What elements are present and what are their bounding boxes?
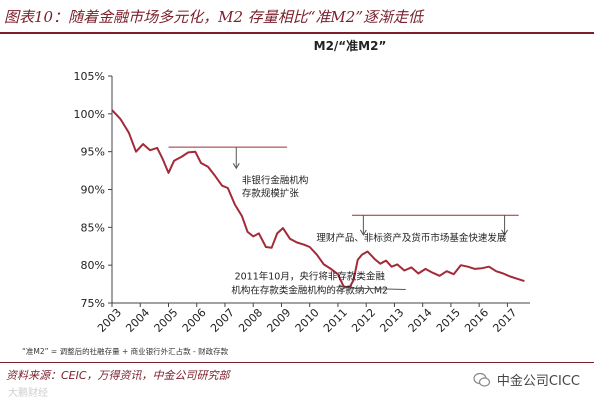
watermark-right: 中金公司CICC (473, 370, 580, 389)
x-tick-label: 2014 (406, 306, 435, 335)
watermark-left: 大鹏财经 (8, 388, 48, 399)
x-tick-label: 2007 (208, 306, 237, 335)
source-line: 资料来源：CEIC，万得资讯，中金公司研究部 (6, 369, 230, 382)
x-tick-label: 2015 (434, 306, 463, 335)
header-rule (0, 32, 594, 34)
x-tick-label: 2008 (236, 306, 265, 335)
annotation-nonbank-1: 非银行金融机构 (242, 174, 309, 186)
x-tick-label: 2017 (490, 306, 519, 335)
annotation-2011-1: 2011年10月，央行将非存款类金融 (235, 271, 386, 283)
x-tick-label: 2005 (152, 306, 181, 335)
y-tick-label: 105% (74, 70, 105, 83)
x-tick-label: 2016 (462, 306, 491, 335)
series-line (111, 109, 525, 289)
wechat-icon (473, 372, 491, 387)
x-tick-label: 2013 (377, 306, 406, 335)
annotation-wealth-products: 理财产品、非标资产及货币市场基金快速发展 (316, 232, 507, 244)
y-tick-label: 80% (81, 259, 105, 272)
footnote: “准M2” = 调整后的社融存量 + 商业银行外汇占款 - 财政存款 (22, 347, 229, 356)
x-tick-label: 2011 (321, 306, 350, 335)
x-tick-label: 2004 (123, 306, 152, 335)
figure-header: 图表10：随着金融市场多元化，M2 存量相比“准M2”逐渐走低 (0, 0, 594, 34)
y-tick-label: 90% (81, 184, 105, 197)
arrow-head (359, 229, 367, 236)
chart-series (111, 109, 525, 289)
y-tick-label: 100% (74, 108, 105, 121)
chart-title: M2/“准M2” (314, 38, 387, 53)
x-tick-label: 2003 (95, 306, 124, 335)
chart-area: M2/“准M2” 75% 80% 85% 90% 95% 100% 105% 2003 2004… (0, 36, 594, 346)
watermark-right-label: 中金公司CICC (496, 374, 580, 389)
figure-title: 图表10：随着金融市场多元化，M2 存量相比“准M2”逐渐走低 (4, 8, 423, 26)
arrow-head (338, 284, 346, 292)
arrow-head (232, 163, 240, 170)
line-chart: M2/“准M2” 75% 80% 85% 90% 95% 100% 105% 2003 2004… (74, 38, 530, 335)
y-tick-label: 85% (81, 221, 105, 234)
x-tick-label: 2010 (293, 306, 322, 335)
arrow-head (501, 229, 509, 236)
arrow-line (343, 287, 406, 291)
y-tick-label: 75% (81, 297, 105, 310)
footer-rule (0, 362, 594, 363)
y-tick-label: 95% (81, 146, 105, 159)
x-tick-label: 2012 (349, 306, 378, 335)
x-tick-label: 2009 (264, 306, 293, 335)
annotation-nonbank-2: 存款规模扩张 (242, 187, 300, 199)
annotation-2011-2: 机构在存款类金融机构的存款纳入M2 (231, 285, 388, 297)
x-tick-label: 2006 (180, 306, 209, 335)
